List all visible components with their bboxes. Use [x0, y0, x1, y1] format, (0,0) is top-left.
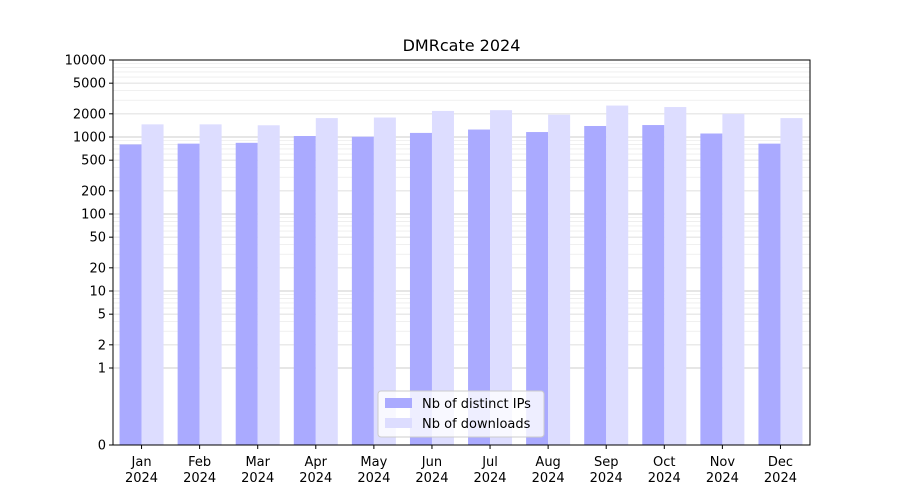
- y-tick-label: 10: [89, 285, 106, 300]
- y-tick-label: 50: [89, 231, 106, 246]
- bar-distinct-ips: [584, 125, 607, 446]
- x-tick-label-year: 2024: [706, 471, 739, 486]
- bar-distinct-ips: [409, 132, 432, 445]
- x-tick-label-year: 2024: [299, 471, 332, 486]
- bar-downloads: [199, 124, 222, 445]
- bar-downloads: [606, 105, 629, 445]
- y-tick-label: 500: [81, 154, 106, 169]
- x-tick-label-year: 2024: [473, 471, 506, 486]
- x-tick-label-month: Jan: [131, 455, 152, 470]
- bar-downloads: [257, 125, 280, 445]
- x-tick-label-year: 2024: [183, 471, 216, 486]
- bar-downloads: [431, 110, 454, 446]
- y-tick-label: 200: [81, 184, 106, 199]
- x-tick-label-month: Aug: [535, 455, 560, 470]
- legend-label: Nb of distinct IPs: [422, 397, 531, 412]
- chart-title: DMRcate 2024: [403, 36, 521, 55]
- bar-downloads: [490, 110, 513, 445]
- x-tick-label-year: 2024: [125, 471, 158, 486]
- x-tick-label-month: Oct: [653, 455, 675, 470]
- y-tick-label: 2000: [73, 107, 106, 122]
- y-tick-label: 20: [89, 261, 106, 276]
- y-tick-label: 5: [98, 308, 106, 323]
- x-tick-label-month: Mar: [245, 455, 270, 470]
- x-tick-label-year: 2024: [764, 471, 797, 486]
- bar-downloads: [548, 114, 571, 446]
- y-axis: 0 1 2 5 10 20 50 100 200 500 1000 2000 5000 10000: [65, 54, 113, 454]
- bar-distinct-ips: [468, 129, 491, 445]
- legend-box: [377, 390, 545, 438]
- x-tick-label-month: Feb: [188, 455, 211, 470]
- bar-distinct-ips: [642, 125, 665, 445]
- x-tick-label-year: 2024: [532, 471, 565, 486]
- bar-downloads: [780, 118, 803, 446]
- legend-label: Nb of downloads: [422, 417, 531, 432]
- x-tick-label-year: 2024: [415, 471, 448, 486]
- grid-lines: [113, 59, 810, 446]
- legend-swatch: [385, 398, 412, 408]
- y-tick-label: 1000: [73, 131, 106, 146]
- bar-distinct-ips: [758, 143, 781, 445]
- bars: [119, 105, 803, 446]
- legend: Nb of distinct IPs Nb of downloads: [377, 390, 545, 438]
- bar-distinct-ips: [235, 142, 258, 445]
- y-tick-label: 10000: [65, 54, 106, 69]
- x-tick-label-month: Apr: [305, 455, 328, 470]
- y-tick-label: 100: [81, 208, 106, 223]
- x-tick-label-month: Jul: [481, 455, 498, 470]
- bar-downloads: [315, 118, 338, 446]
- bar-distinct-ips: [700, 133, 723, 445]
- legend-swatch: [385, 418, 412, 428]
- y-tick-label: 5000: [73, 77, 106, 92]
- bar-distinct-ips: [293, 136, 316, 445]
- x-tick-label-month: Jun: [421, 455, 442, 470]
- plot-frame: [112, 59, 811, 446]
- x-tick-label-month: Nov: [710, 455, 736, 470]
- x-tick-label-month: Sep: [594, 455, 619, 470]
- bar-distinct-ips: [177, 143, 200, 445]
- bar-downloads: [141, 124, 164, 445]
- y-tick-label: 2: [98, 338, 106, 353]
- bar-downloads: [373, 117, 396, 445]
- x-tick-label-year: 2024: [590, 471, 623, 486]
- y-tick-label: 1: [98, 362, 106, 377]
- x-tick-label-month: May: [360, 455, 387, 470]
- y-tick-label: 0: [98, 439, 106, 454]
- bar-downloads: [664, 107, 687, 445]
- x-tick-label-year: 2024: [241, 471, 274, 486]
- x-axis: Jan2024Feb2024Mar2024Apr2024May2024Jun20…: [125, 445, 797, 486]
- bar-distinct-ips: [526, 132, 549, 445]
- x-tick-label-month: Dec: [768, 455, 793, 470]
- x-tick-label-year: 2024: [648, 471, 681, 486]
- bar-distinct-ips: [119, 144, 142, 445]
- bar-distinct-ips: [351, 136, 374, 446]
- x-tick-label-year: 2024: [357, 471, 390, 486]
- bar-downloads: [722, 113, 745, 446]
